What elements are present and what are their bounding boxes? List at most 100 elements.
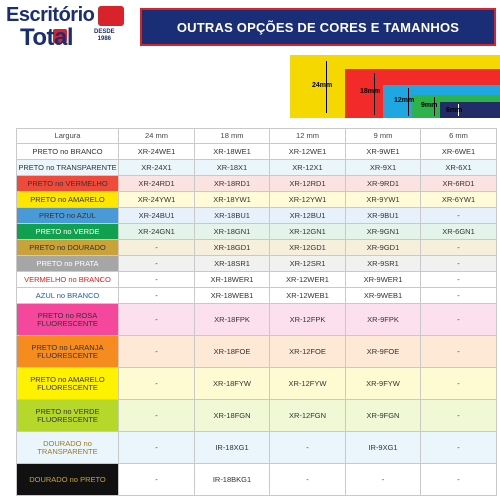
row-color-name: DOURADO no TRANSPARENTE [16, 431, 119, 464]
table-row: PRETO no VERDE XR-24GN1 XR-18GN1 XR-12GN1 XR… [16, 223, 497, 240]
row-code-cell: - [118, 431, 195, 464]
row-code-cell: XR-9GN1 [345, 223, 421, 240]
row-code-cell: XR-24WE1 [118, 143, 195, 160]
row-color-name: VERMELHO no BRANCO [16, 271, 119, 288]
row-code-cell: - [420, 207, 497, 224]
row-code-cell: - [118, 255, 195, 272]
tape-6mm [440, 102, 500, 118]
table-row: PRETO no ROSA FLUORESCENTE - XR-18FPK XR-12… [16, 303, 497, 336]
label-6mm: 6mm [446, 107, 463, 114]
dim-line-6 [458, 104, 459, 116]
row-color-name: PRETO no AMARELO [16, 191, 119, 208]
row-code-cell: - [420, 463, 497, 496]
row-code-cell: XR-9BU1 [345, 207, 421, 224]
row-code-cell: XR-24GN1 [118, 223, 195, 240]
row-code-cell: - [269, 431, 346, 464]
row-color-name: PRETO no DOURADO [16, 239, 119, 256]
row-code-cell: - [118, 335, 195, 368]
table-row: PRETO no BRANCO XR-24WE1 XR-18WE1 XR-12WE1 X… [16, 143, 497, 160]
header-9mm: 9 mm [345, 128, 421, 144]
row-color-name: PRETO no ROSA FLUORESCENTE [16, 303, 119, 336]
row-color-name: PRETO no AZUL [16, 207, 119, 224]
table-row: AZUL no BRANCO - XR-18WEB1 XR-12WEB1 XR-9WEB… [16, 287, 497, 304]
row-code-cell: XR-12FOE [269, 335, 346, 368]
row-code-cell: XR-9WE1 [345, 143, 421, 160]
header-title: OUTRAS OPÇÕES DE CORES E TAMANHOS [176, 19, 460, 35]
row-code-cell: IR-18BKG1 [194, 463, 270, 496]
row-color-name: PRETO no PRATA [16, 255, 119, 272]
row-code-cell: XR-24RD1 [118, 175, 195, 192]
row-code-cell: XR-9FOE [345, 335, 421, 368]
label-12mm: 12mm [394, 97, 415, 104]
row-code-cell: XR-18YW1 [194, 191, 270, 208]
row-code-cell: XR-9FPK [345, 303, 421, 336]
row-code-cell: XR-12GD1 [269, 239, 346, 256]
row-color-name: PRETO no VERMELHO [16, 175, 119, 192]
row-code-cell: XR-9X1 [345, 159, 421, 176]
row-code-cell: - [420, 431, 497, 464]
row-code-cell: - [345, 463, 421, 496]
row-code-cell: XR-18FYW [194, 367, 270, 400]
row-code-cell: XR-18X1 [194, 159, 270, 176]
row-code-cell: XR-18RD1 [194, 175, 270, 192]
row-code-cell: XR-12YW1 [269, 191, 346, 208]
table-row: DOURADO no PRETO - IR-18BKG1- - - [16, 463, 497, 496]
row-code-cell: XR-6WE1 [420, 143, 497, 160]
row-code-cell: XR-18GN1 [194, 223, 270, 240]
row-code-cell: XR-6RD1 [420, 175, 497, 192]
row-code-cell: XR-24X1 [118, 159, 195, 176]
row-code-cell: XR-9GD1 [345, 239, 421, 256]
header-24mm: 24 mm [118, 128, 195, 144]
row-code-cell: XR-9WEB1 [345, 287, 421, 304]
row-code-cell: XR-12X1 [269, 159, 346, 176]
row-code-cell: - [118, 271, 195, 288]
row-color-name: DOURADO no PRETO [16, 463, 119, 496]
row-color-name: PRETO no TRANSPARENTE [16, 159, 119, 176]
row-color-name: PRETO no LARANJA FLUORESCENTE [16, 335, 119, 368]
row-code-cell: XR-6GN1 [420, 223, 497, 240]
logo-text-line1: Escritório [6, 4, 95, 26]
row-code-cell: XR-18GD1 [194, 239, 270, 256]
table-row: PRETO no VERDE FLUORESCENTE - XR-18FGN XR-1… [16, 399, 497, 432]
row-code-cell: XR-9WER1 [345, 271, 421, 288]
dim-line-18 [374, 73, 375, 115]
logo: Escritório Total DESDE 1986 [2, 2, 130, 56]
row-code-cell: XR-12WER1 [269, 271, 346, 288]
row-code-cell: XR-12SR1 [269, 255, 346, 272]
table-row: PRETO no LARANJA FLUORESCENTE - XR-18FOE XR… [16, 335, 497, 368]
row-code-cell: XR-18BU1 [194, 207, 270, 224]
row-code-cell: - [420, 271, 497, 288]
dim-line-24 [326, 61, 327, 113]
header-largura: Largura [16, 128, 119, 144]
row-color-name: PRETO no AMARELO FLUORESCENTE [16, 367, 119, 400]
table-row: PRETO no TRANSPARENTE XR-24X1 XR-18X1 XR-12… [16, 159, 497, 176]
header-12mm: 12 mm [269, 128, 346, 144]
header-6mm: 6 mm [420, 128, 497, 144]
row-code-cell: - [420, 335, 497, 368]
product-table: Largura 24 mm 18 mm 12 mm 9 mm 6 mm PRET… [16, 128, 497, 496]
row-color-name: AZUL no BRANCO [16, 287, 119, 304]
row-code-cell: - [420, 303, 497, 336]
header-banner: OUTRAS OPÇÕES DE CORES E TAMANHOS [140, 8, 496, 46]
row-code-cell: IR-9XG1 [345, 431, 421, 464]
row-code-cell: - [118, 303, 195, 336]
logo-accent-box-small [53, 29, 67, 43]
table-header-row: Largura 24 mm 18 mm 12 mm 9 mm 6 mm [16, 128, 497, 144]
row-code-cell: XR-18WER1 [194, 271, 270, 288]
table-row: PRETO no VERMELHO XR-24RD1 XR-18RD1 XR-12RD… [16, 175, 497, 192]
table-row: DOURADO no TRANSPARENTE - IR-18XG1- IR-9XG1… [16, 431, 497, 464]
row-code-cell: XR-18FPK [194, 303, 270, 336]
row-code-cell: XR-12WE1 [269, 143, 346, 160]
row-code-cell: XR-24BU1 [118, 207, 195, 224]
row-code-cell: XR-12WEB1 [269, 287, 346, 304]
row-code-cell: XR-18SR1 [194, 255, 270, 272]
row-code-cell: XR-6X1 [420, 159, 497, 176]
row-code-cell: XR-12FYW [269, 367, 346, 400]
row-code-cell: XR-12FPK [269, 303, 346, 336]
row-code-cell: XR-9FYW [345, 367, 421, 400]
row-color-name: PRETO no BRANCO [16, 143, 119, 160]
row-code-cell: XR-9FGN [345, 399, 421, 432]
header-18mm: 18 mm [194, 128, 270, 144]
row-code-cell: XR-12FGN [269, 399, 346, 432]
logo-accent-box [98, 6, 124, 26]
